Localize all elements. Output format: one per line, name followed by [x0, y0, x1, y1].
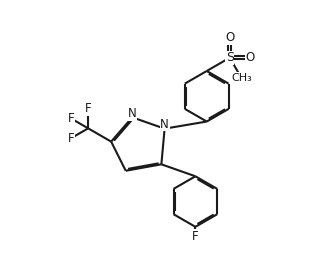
Text: F: F	[85, 102, 92, 115]
Text: O: O	[245, 51, 255, 64]
Text: F: F	[192, 230, 199, 243]
Text: CH₃: CH₃	[231, 73, 252, 83]
Text: F: F	[68, 112, 75, 125]
Text: N: N	[128, 107, 137, 120]
Text: F: F	[68, 132, 75, 144]
Text: O: O	[225, 31, 234, 44]
Text: N: N	[160, 118, 169, 131]
Text: S: S	[226, 51, 234, 64]
